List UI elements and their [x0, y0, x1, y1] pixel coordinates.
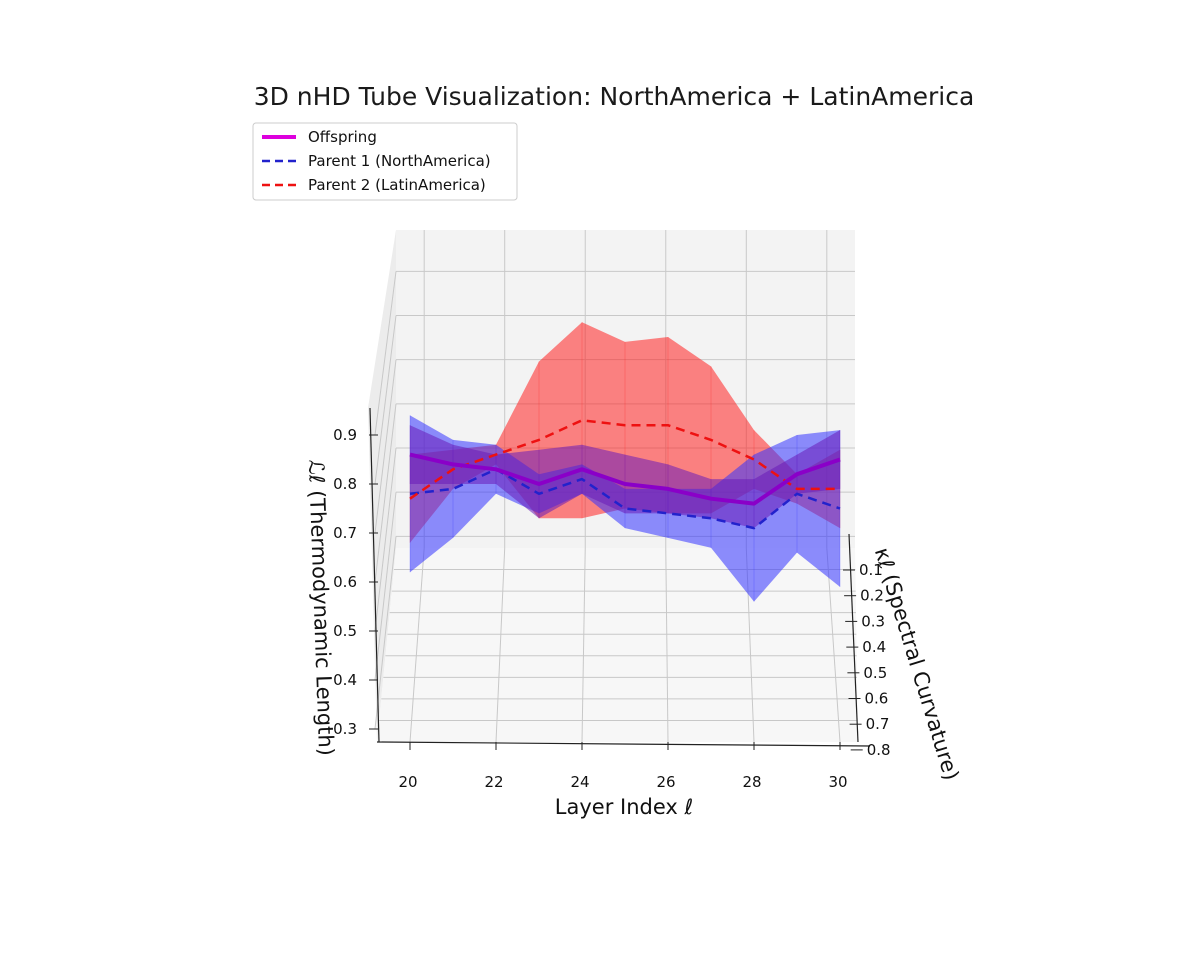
x-tick-label: 20	[398, 773, 417, 791]
grid-line-z-side	[374, 492, 397, 681]
legend-box	[252, 122, 518, 201]
x-axis-line	[376, 741, 871, 747]
series-line-0	[409, 452, 841, 506]
grid-line-x-floor	[495, 547, 506, 743]
z-tick-label: 0.9	[333, 426, 357, 444]
grid-line-x-floor	[409, 547, 425, 743]
z-tick-label: 0.6	[333, 573, 357, 591]
y-tick-label: 0.5	[863, 664, 887, 682]
grid-line-z-side	[374, 536, 397, 730]
grid-line-x-floor	[581, 547, 586, 743]
series-line-2	[409, 419, 840, 500]
legend-label-parent-1: Parent 1 (NorthAmerica)	[308, 152, 491, 170]
x-tick-label: 24	[570, 773, 589, 791]
x-tick-label: 26	[656, 773, 675, 791]
z-tick-label: 0.7	[333, 524, 357, 542]
z-tick-label: 0.3	[333, 720, 357, 738]
y-tick-label: 0.2	[860, 587, 884, 605]
legend: Offspring Parent 1 (NorthAmerica) Parent…	[252, 122, 518, 201]
grid-line-x-floor	[665, 547, 669, 743]
x-axis-label: Layer Index ℓ	[555, 795, 693, 819]
grid-line-x-floor	[826, 547, 841, 743]
y-tick-label: 0.3	[861, 612, 885, 630]
x-tick-label: 28	[742, 773, 761, 791]
chart-ticks: 20 22 24 26 28 30 0.3 0.4 0.5 0.6 0.7 0.8 0.9 0.1 0.2 0…	[333, 426, 890, 791]
y-tick-label: 0.7	[866, 715, 890, 733]
y-axis-line	[848, 533, 859, 743]
y-tick-label: 0.6	[865, 690, 889, 708]
chart-axes	[369, 407, 871, 747]
y-tick-label: 0.1	[859, 561, 883, 579]
z-tick-label: 0.4	[333, 671, 357, 689]
grid-line-z-side	[374, 403, 397, 583]
y-tick-label: 0.8	[867, 741, 891, 759]
legend-label-parent-2: Parent 2 (LatinAmerica)	[308, 176, 486, 194]
grid-line-z-side	[374, 359, 397, 534]
chart-title: 3D nHD Tube Visualization: NorthAmerica …	[254, 82, 975, 111]
floor-pane	[377, 548, 858, 742]
y-tick-label: 0.4	[862, 638, 886, 656]
chart-lines	[409, 419, 841, 530]
legend-label-offspring: Offspring	[308, 128, 377, 146]
grid-line-z-side	[374, 315, 397, 485]
grid-line-z-side	[374, 271, 397, 436]
grid-line-z-side	[374, 447, 397, 632]
z-axis-line	[369, 407, 380, 743]
x-tick-label: 30	[828, 773, 847, 791]
z-tick-label: 0.8	[333, 475, 357, 493]
z-axis-label: ℒℓ (Thermodynamic Length)	[304, 459, 338, 756]
x-tick-label: 22	[484, 773, 503, 791]
z-tick-label: 0.5	[333, 622, 357, 640]
